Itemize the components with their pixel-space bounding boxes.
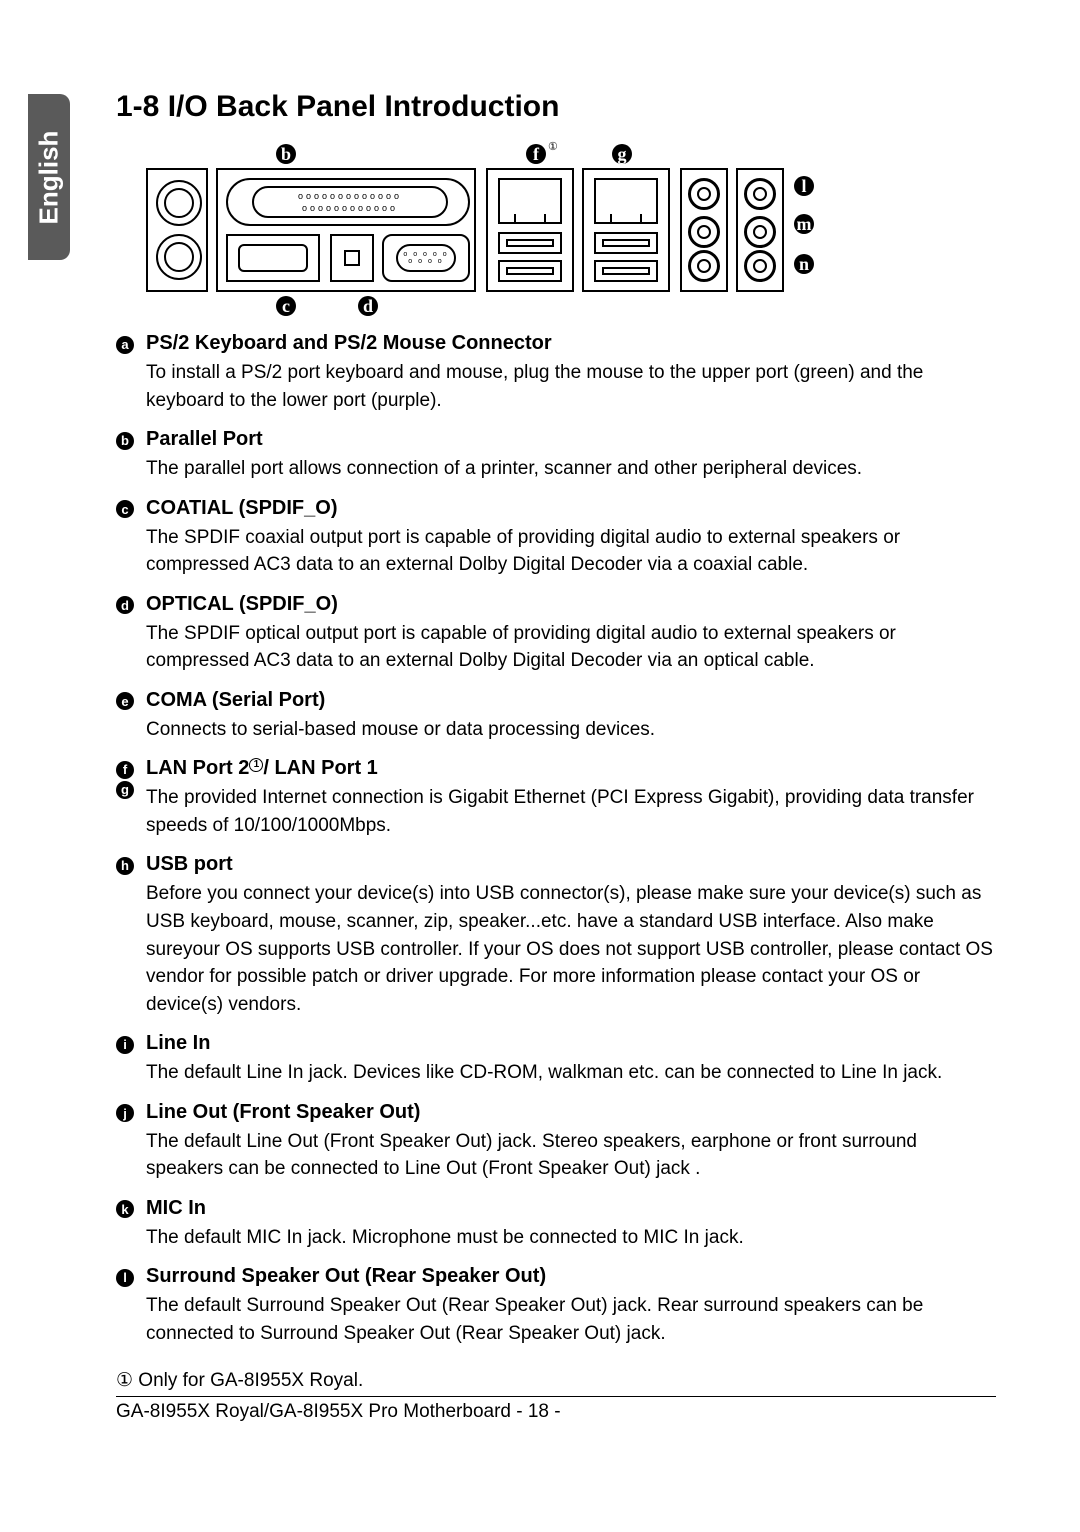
ps2-block (146, 168, 208, 292)
item-description: The default Surround Speaker Out (Rear S… (146, 1292, 996, 1347)
item-body: LAN Port 21/ LAN Port 1 The provided Inte… (146, 757, 996, 847)
audio-block-1 (680, 168, 728, 292)
footnote: ① Only for GA-8I955X Royal. (116, 1369, 996, 1392)
item-body: Surround Speaker Out (Rear Speaker Out) T… (146, 1265, 996, 1355)
item-description: Connects to serial-based mouse or data p… (146, 716, 996, 744)
item-description: The SPDIF coaxial output port is capable… (146, 524, 996, 579)
page-footer: GA-8I955X Royal/GA-8I955X Pro Motherboar… (116, 1396, 996, 1423)
description-item: iLine In The default Line In jack. Device… (116, 1032, 996, 1095)
page-content: 1-8 I/O Back Panel Introduction a b f ① … (116, 90, 996, 1423)
io-panel-diagram: a b f ① g l m n i j k c d e h h oooooooo… (146, 146, 826, 314)
callout-f-sup: ① (548, 140, 558, 153)
item-body: COATIAL (SPDIF_O) The SPDIF coaxial outpu… (146, 497, 996, 587)
item-marker: k (116, 1197, 146, 1260)
item-title: COATIAL (SPDIF_O) (146, 497, 996, 520)
item-description: The default Line Out (Front Speaker Out)… (146, 1128, 996, 1183)
item-description: The provided Internet connection is Giga… (146, 784, 996, 839)
description-item: aPS/2 Keyboard and PS/2 Mouse Connector T… (116, 332, 996, 422)
description-item: fgLAN Port 21/ LAN Port 1 The provided In… (116, 757, 996, 847)
item-description: The default MIC In jack. Microphone must… (146, 1224, 996, 1252)
item-title: MIC In (146, 1197, 996, 1220)
item-marker: c (116, 497, 146, 587)
item-marker: i (116, 1032, 146, 1095)
item-title: Parallel Port (146, 428, 996, 451)
item-marker: j (116, 1101, 146, 1191)
description-item: dOPTICAL (SPDIF_O) The SPDIF optical outp… (116, 593, 996, 683)
description-item: hUSB port Before you connect your device(… (116, 853, 996, 1026)
diagram-svg: ooooooooooooooooooooooooo o o o o oo o o… (146, 168, 826, 292)
item-body: OPTICAL (SPDIF_O) The SPDIF optical outpu… (146, 593, 996, 683)
item-marker: l (116, 1265, 146, 1355)
language-tab: English (28, 94, 70, 260)
item-description: To install a PS/2 port keyboard and mous… (146, 359, 996, 414)
callout-c: c (276, 296, 296, 316)
item-body: Parallel Port The parallel port allows co… (146, 428, 996, 491)
callout-b: b (276, 144, 296, 164)
language-label: English (34, 130, 65, 224)
audio-block-2 (736, 168, 784, 292)
callout-g: g (612, 144, 632, 164)
description-item: bParallel Port The parallel port allows c… (116, 428, 996, 491)
item-marker: h (116, 853, 146, 1026)
item-title: PS/2 Keyboard and PS/2 Mouse Connector (146, 332, 996, 355)
description-item: jLine Out (Front Speaker Out) The default… (116, 1101, 996, 1191)
item-marker: a (116, 332, 146, 422)
callout-d: d (358, 296, 378, 316)
item-body: Line Out (Front Speaker Out) The default … (146, 1101, 996, 1191)
item-title: COMA (Serial Port) (146, 689, 996, 712)
item-title: OPTICAL (SPDIF_O) (146, 593, 996, 616)
parallel-serial-block: ooooooooooooooooooooooooo o o o o oo o o… (216, 168, 476, 292)
item-body: PS/2 Keyboard and PS/2 Mouse Connector To… (146, 332, 996, 422)
item-marker: b (116, 428, 146, 491)
item-marker: e (116, 689, 146, 752)
description-item: cCOATIAL (SPDIF_O) The SPDIF coaxial outp… (116, 497, 996, 587)
callout-f: f (526, 144, 546, 164)
description-item: kMIC In The default MIC In jack. Micropho… (116, 1197, 996, 1260)
item-description: The parallel port allows connection of a… (146, 455, 996, 483)
description-item: eCOMA (Serial Port) Connects to serial-ba… (116, 689, 996, 752)
item-description: Before you connect your device(s) into U… (146, 880, 996, 1018)
item-title: LAN Port 21/ LAN Port 1 (146, 757, 996, 780)
lan-usb-block-1 (486, 168, 574, 292)
item-body: COMA (Serial Port) Connects to serial-bas… (146, 689, 996, 752)
item-body: Line In The default Line In jack. Devices… (146, 1032, 996, 1095)
item-list: aPS/2 Keyboard and PS/2 Mouse Connector T… (116, 332, 996, 1355)
item-title: Line In (146, 1032, 996, 1055)
item-marker: d (116, 593, 146, 683)
item-body: MIC In The default MIC In jack. Microphon… (146, 1197, 996, 1260)
item-description: The SPDIF optical output port is capable… (146, 620, 996, 675)
item-title: Surround Speaker Out (Rear Speaker Out) (146, 1265, 996, 1288)
description-item: lSurround Speaker Out (Rear Speaker Out)… (116, 1265, 996, 1355)
lan-usb-block-2 (582, 168, 670, 292)
item-body: USB port Before you connect your device(s… (146, 853, 996, 1026)
item-description: The default Line In jack. Devices like C… (146, 1059, 996, 1087)
item-title: USB port (146, 853, 996, 876)
item-title: Line Out (Front Speaker Out) (146, 1101, 996, 1124)
item-marker: fg (116, 757, 146, 847)
section-heading: 1-8 I/O Back Panel Introduction (116, 90, 996, 124)
